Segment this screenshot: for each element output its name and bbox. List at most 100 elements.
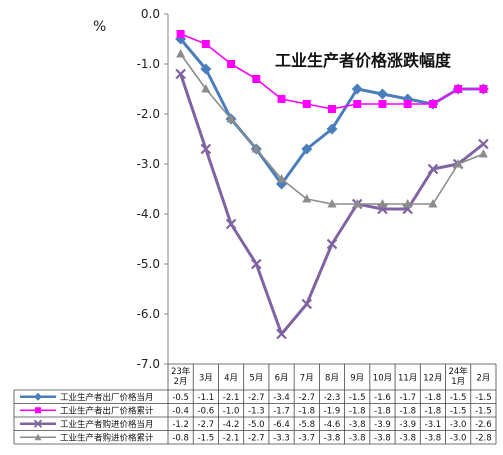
- legend-marker: [33, 419, 43, 428]
- table-cell-value: -3.8: [324, 433, 341, 443]
- data-point: [326, 238, 338, 250]
- y-tick-label: -7.0: [137, 357, 160, 371]
- y-tick-label: -4.0: [137, 207, 160, 221]
- chart-title: 工业生产者价格涨跌幅度: [275, 51, 452, 70]
- x-category-label: 7月: [300, 374, 314, 384]
- table-cell-value: -2.7: [298, 393, 315, 403]
- table-cell-value: -1.5: [475, 406, 492, 416]
- table-cell-value: -1.8: [399, 406, 416, 416]
- table-cell-value: -1.5: [450, 393, 467, 403]
- table-cell-value: -1.9: [324, 406, 341, 416]
- data-point: [227, 60, 236, 68]
- table-cell-value: -1.8: [349, 406, 366, 416]
- data-point: [302, 100, 311, 108]
- data-point: [176, 30, 185, 38]
- legend-marker: [35, 407, 41, 414]
- table-cell-value: -3.8: [349, 420, 366, 430]
- legend-label: 工业生产者购进价格累计: [60, 432, 154, 443]
- legend-label: 工业生产者出厂价格当月: [60, 392, 154, 403]
- y-tick-label: -6.0: [137, 307, 160, 321]
- data-point: [428, 100, 437, 108]
- table-cell-value: -3.9: [374, 420, 391, 430]
- table-cell-value: -2.6: [475, 420, 492, 430]
- data-point: [201, 40, 210, 48]
- x-category-label: 1月: [451, 377, 465, 387]
- table-cell-value: -3.8: [349, 433, 366, 443]
- data-point: [403, 199, 413, 208]
- data-point: [378, 100, 387, 108]
- data-point: [478, 138, 489, 150]
- data-point: [478, 149, 488, 158]
- table-cell-value: -4.2: [223, 420, 240, 430]
- table-cell-value: -3.9: [399, 420, 416, 430]
- x-category-label: 8月: [325, 374, 339, 384]
- data-point: [328, 105, 336, 113]
- table-cell-value: -2.1: [223, 433, 240, 443]
- x-category-label: 24年: [448, 366, 468, 377]
- data-point: [276, 328, 287, 340]
- y-unit-label: %: [93, 19, 106, 35]
- y-tick-label: -5.0: [137, 257, 160, 271]
- table-cell-value: -2.8: [475, 433, 492, 443]
- y-tick-label: -2.0: [137, 107, 160, 121]
- table-cell-value: -5.8: [298, 420, 315, 430]
- data-point: [252, 75, 261, 83]
- x-category-label: 2月: [476, 374, 490, 384]
- table-cell-value: -2.7: [198, 420, 215, 430]
- x-category-label: 2月: [174, 377, 188, 387]
- table-cell-value: -3.3: [273, 433, 290, 443]
- table-cell-value: -1.8: [425, 406, 442, 416]
- table-cell-value: -0.5: [172, 393, 189, 403]
- table-cell-value: -1.2: [172, 420, 189, 430]
- data-point: [428, 199, 438, 208]
- legend-label: 工业生产者出厂价格累计: [60, 405, 154, 416]
- y-tick-label: -3.0: [137, 157, 160, 171]
- table-cell-value: -3.8: [399, 433, 416, 443]
- table-cell-value: -3.0: [450, 433, 467, 443]
- legend-marker: [34, 392, 42, 401]
- table-cell-value: -0.8: [172, 433, 189, 443]
- table-cell-value: -5.0: [248, 420, 265, 430]
- data-point: [175, 68, 186, 80]
- axis-layer: 0.0 -1.0 -2.0 -3.0 -4.0 -5.0 -6.0 -7.0: [137, 7, 169, 371]
- legend-label: 工业生产者购进价格当月: [60, 419, 154, 430]
- data-point: [376, 88, 388, 100]
- data-point: [351, 83, 363, 95]
- table-cell-value: -3.8: [374, 433, 391, 443]
- data-point: [352, 199, 362, 208]
- table-cell-value: -1.5: [450, 406, 467, 416]
- table-cell-value: -0.4: [172, 406, 189, 416]
- table-cell-value: -1.5: [198, 433, 215, 443]
- x-category-label: 12月: [423, 374, 442, 384]
- data-point: [301, 298, 313, 310]
- table-cell-value: -1.8: [425, 393, 442, 403]
- table-cell-value: -1.8: [374, 406, 391, 416]
- data-point: [226, 114, 236, 123]
- data-point: [454, 85, 463, 93]
- data-point: [277, 95, 286, 103]
- series-layer: [175, 30, 489, 340]
- data-point: [403, 100, 412, 108]
- table-cell-value: -1.0: [223, 406, 240, 416]
- table-cell-value: -3.4: [273, 393, 290, 403]
- data-point: [327, 199, 337, 208]
- y-tick-label: 0.0: [141, 7, 160, 21]
- data-point: [301, 143, 313, 155]
- data-point: [251, 144, 261, 153]
- table-cell-value: -0.6: [198, 406, 215, 416]
- x-category-label: 3月: [199, 374, 213, 384]
- series-line-2: [180, 33, 484, 110]
- data-point: [225, 218, 237, 230]
- table-cell-value: -1.6: [374, 393, 391, 403]
- x-category-label: 6月: [275, 374, 289, 384]
- y-tick-label: -1.0: [137, 57, 160, 71]
- table-cell-value: -3.0: [450, 420, 467, 430]
- data-point: [427, 163, 439, 175]
- x-category-label: 9月: [350, 374, 364, 384]
- legend-marker: [34, 433, 42, 441]
- table-cell-value: -1.7: [273, 406, 290, 416]
- data-point: [251, 258, 262, 270]
- x-category-label: 23年: [171, 366, 191, 377]
